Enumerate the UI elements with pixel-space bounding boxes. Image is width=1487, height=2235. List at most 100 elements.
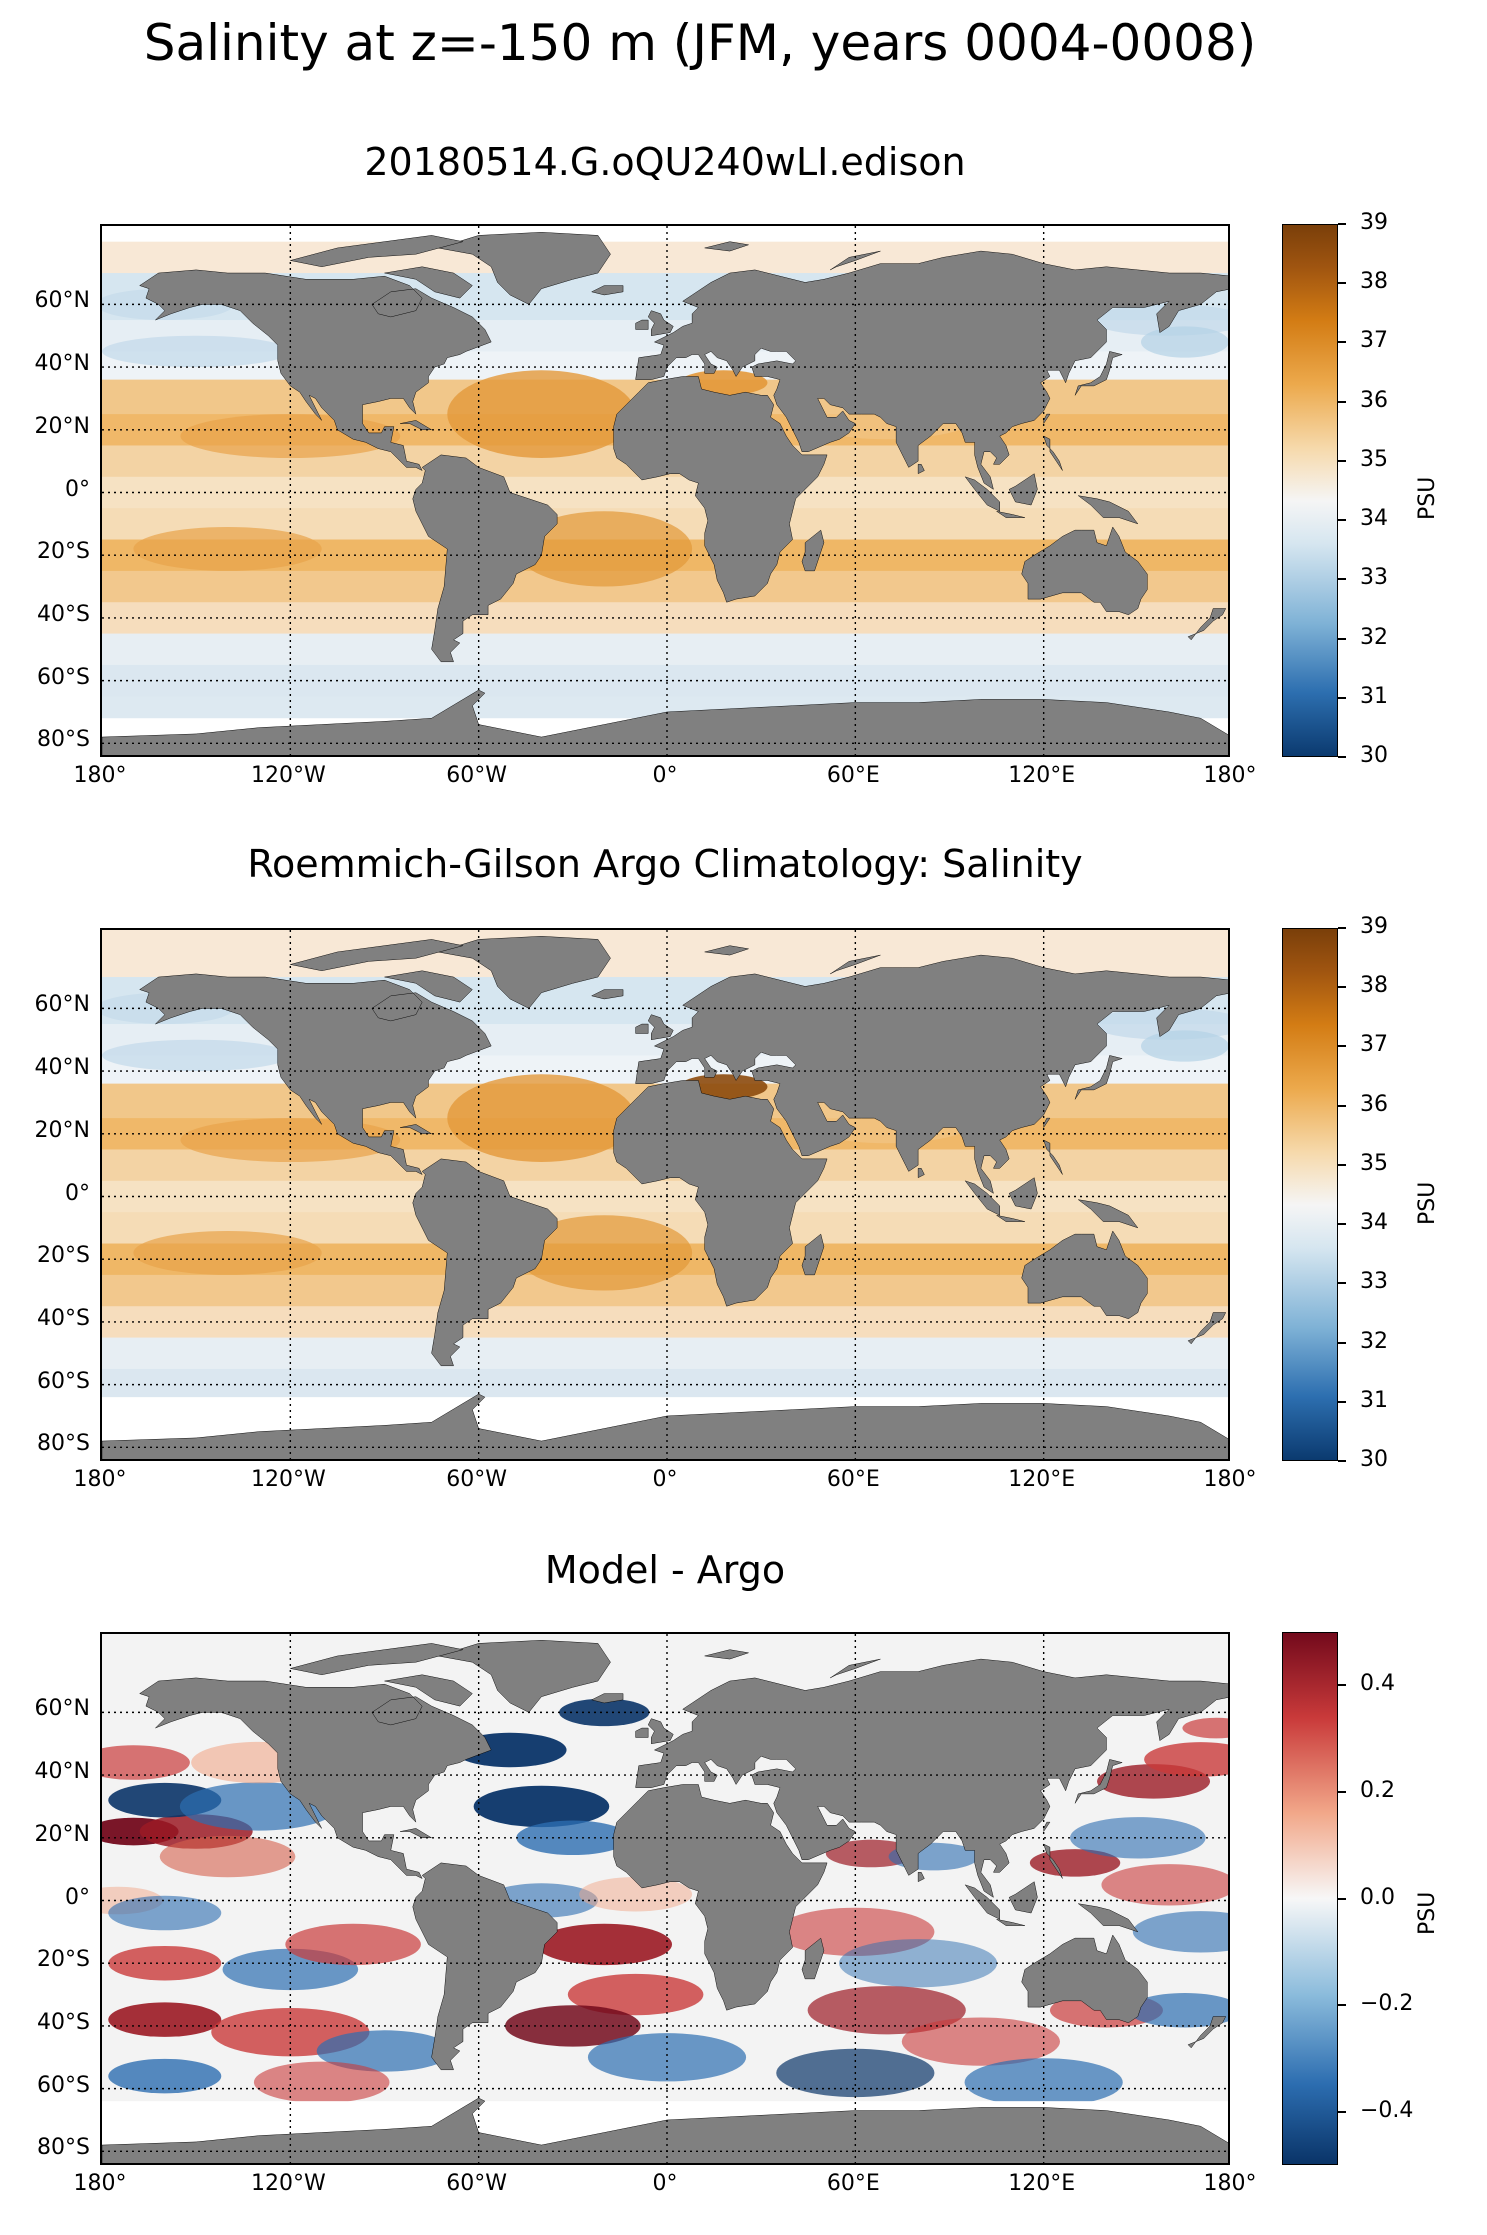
colorbar-tick-mark <box>1338 1282 1346 1285</box>
land-iceland <box>592 1694 623 1703</box>
colorbar-tick-mark <box>1338 282 1346 285</box>
lat-tick-label: 20°N <box>34 1821 90 1847</box>
land-africa <box>614 1784 827 2010</box>
colorbar-tick-label: 31 <box>1360 1387 1388 1413</box>
colorbar-tick-mark <box>1338 223 1346 225</box>
land-africa <box>614 1080 827 1306</box>
lat-tick-label: 60°N <box>34 288 90 314</box>
land-srilanka <box>918 464 924 473</box>
panel-model: 20180514.G.oQU240wLI.edison PSU <box>0 0 1487 757</box>
colorbar-label: PSU <box>1415 1181 1440 1225</box>
land-arcticislands <box>290 1643 463 1674</box>
land-africa <box>614 376 827 602</box>
land-novaya <box>830 955 880 974</box>
figure-title: Salinity at z=-150 m (JFM, years 0004-00… <box>143 14 1257 72</box>
colorbar-tick-mark <box>1338 341 1346 344</box>
lat-tick-label: 40°S <box>37 2009 90 2035</box>
colorbar-tick-mark <box>1338 1790 1346 1793</box>
lat-tick-label: 20°S <box>37 539 90 565</box>
land-newguinea <box>1078 1904 1138 1932</box>
colorbar-tick-label: 0.0 <box>1360 1884 1395 1910</box>
lon-tick-label: 180° <box>73 763 127 788</box>
land-greenland <box>438 1640 611 1712</box>
lon-tick-label: 60°E <box>826 1467 880 1492</box>
lat-tick-label: 20°S <box>37 1947 90 1973</box>
lon-tick-label: 0° <box>652 763 678 788</box>
colorbar-tick-mark <box>1338 1223 1346 1226</box>
colorbar-tick-label: 39 <box>1360 210 1388 235</box>
land-java <box>997 511 1025 517</box>
lon-tick-label: 0° <box>652 1467 678 1492</box>
land-masses <box>102 1640 1228 2163</box>
colorbar-tick-label: 0.4 <box>1360 1671 1395 1697</box>
graticule <box>102 226 1230 757</box>
colorbar-tick-mark <box>1338 1400 1346 1403</box>
land-masses <box>102 936 1228 1459</box>
colorbar-tick-label: 33 <box>1360 565 1388 591</box>
colorbar-tick-mark <box>1338 1045 1346 1048</box>
colorbar-tick-label: 33 <box>1360 1269 1388 1295</box>
colorbar-tick-label: 36 <box>1360 1091 1388 1117</box>
land-antarctica <box>102 690 1228 755</box>
land-taiwan <box>1044 1822 1050 1831</box>
land-eurasia <box>636 1659 1228 1897</box>
lat-tick-label: 40°N <box>34 1759 90 1785</box>
colorbar-tick-label: 37 <box>1360 1032 1388 1058</box>
land-newguinea <box>1078 496 1138 524</box>
colorbar-tick-label: −0.4 <box>1360 2097 1414 2123</box>
land-australia <box>1022 1231 1148 1319</box>
lon-tick-label: 180° <box>1203 1467 1257 1492</box>
land-namerica <box>140 270 492 471</box>
land-iceland <box>592 990 623 999</box>
lon-tick-label: 180° <box>73 1467 127 1492</box>
colorbar-salinity <box>1282 928 1338 1461</box>
land-australia <box>1022 527 1148 615</box>
land-indonesia1 <box>965 1181 1000 1215</box>
land-philippines <box>1044 436 1063 470</box>
colorbar-tick-mark <box>1338 986 1346 989</box>
land-indonesia1 <box>965 1885 1000 1919</box>
lon-tick-label: 120°W <box>250 2171 326 2196</box>
colorbar-tick-label: 34 <box>1360 506 1388 532</box>
land-java <box>997 1215 1025 1221</box>
colorbar-tick-mark <box>1338 459 1346 462</box>
land-borneo <box>1009 474 1037 505</box>
lon-tick-label: 60°E <box>826 763 880 788</box>
land-japan <box>1075 1055 1122 1099</box>
lon-tick-label: 60°E <box>826 2171 880 2196</box>
land-novaya <box>830 251 880 270</box>
colorbar-label: PSU <box>1415 1891 1440 1935</box>
lon-tick-label: 60°W <box>446 2171 508 2196</box>
panel-argo: Roemmich-Gilson Argo Climatology: Salini… <box>0 0 1487 1461</box>
colorbar-tick-label: 39 <box>1360 914 1388 939</box>
lat-tick-label: 0° <box>65 1180 90 1206</box>
graticule <box>102 930 1230 1461</box>
lat-tick-label: 40°N <box>34 1055 90 1081</box>
land-ireland <box>636 1728 649 1737</box>
colorbar-tick-mark <box>1338 519 1346 522</box>
land-borneo <box>1009 1178 1037 1209</box>
lon-tick-label: 180° <box>73 2171 127 2196</box>
land-philippines <box>1044 1844 1063 1878</box>
lat-tick-label: 20°N <box>34 413 90 439</box>
lat-tick-label: 60°N <box>34 1696 90 1722</box>
land-newzealand <box>1188 1313 1226 1344</box>
colorbar-tick-label: 36 <box>1360 387 1388 413</box>
colorbar-tick-label: 32 <box>1360 624 1388 650</box>
land-baffin <box>385 1675 473 1706</box>
land-ireland <box>636 1024 649 1033</box>
land-baffin <box>385 971 473 1002</box>
map-model-salinity <box>100 224 1230 757</box>
panel-title: Model - Argo <box>544 1548 786 1592</box>
land-samerica <box>413 455 557 662</box>
land-taiwan <box>1044 1118 1050 1127</box>
land-borneo <box>1009 1882 1037 1913</box>
lat-tick-label: 40°N <box>34 351 90 377</box>
panel-title: Roemmich-Gilson Argo Climatology: Salini… <box>247 842 1083 886</box>
land-antarctica <box>102 2098 1228 2163</box>
lat-tick-label: 60°S <box>37 1368 90 1394</box>
lat-tick-label: 40°S <box>37 601 90 627</box>
colorbar-tick-label: 32 <box>1360 1328 1388 1354</box>
colorbar-tick-label: 31 <box>1360 683 1388 709</box>
land-indonesia1 <box>965 477 1000 511</box>
